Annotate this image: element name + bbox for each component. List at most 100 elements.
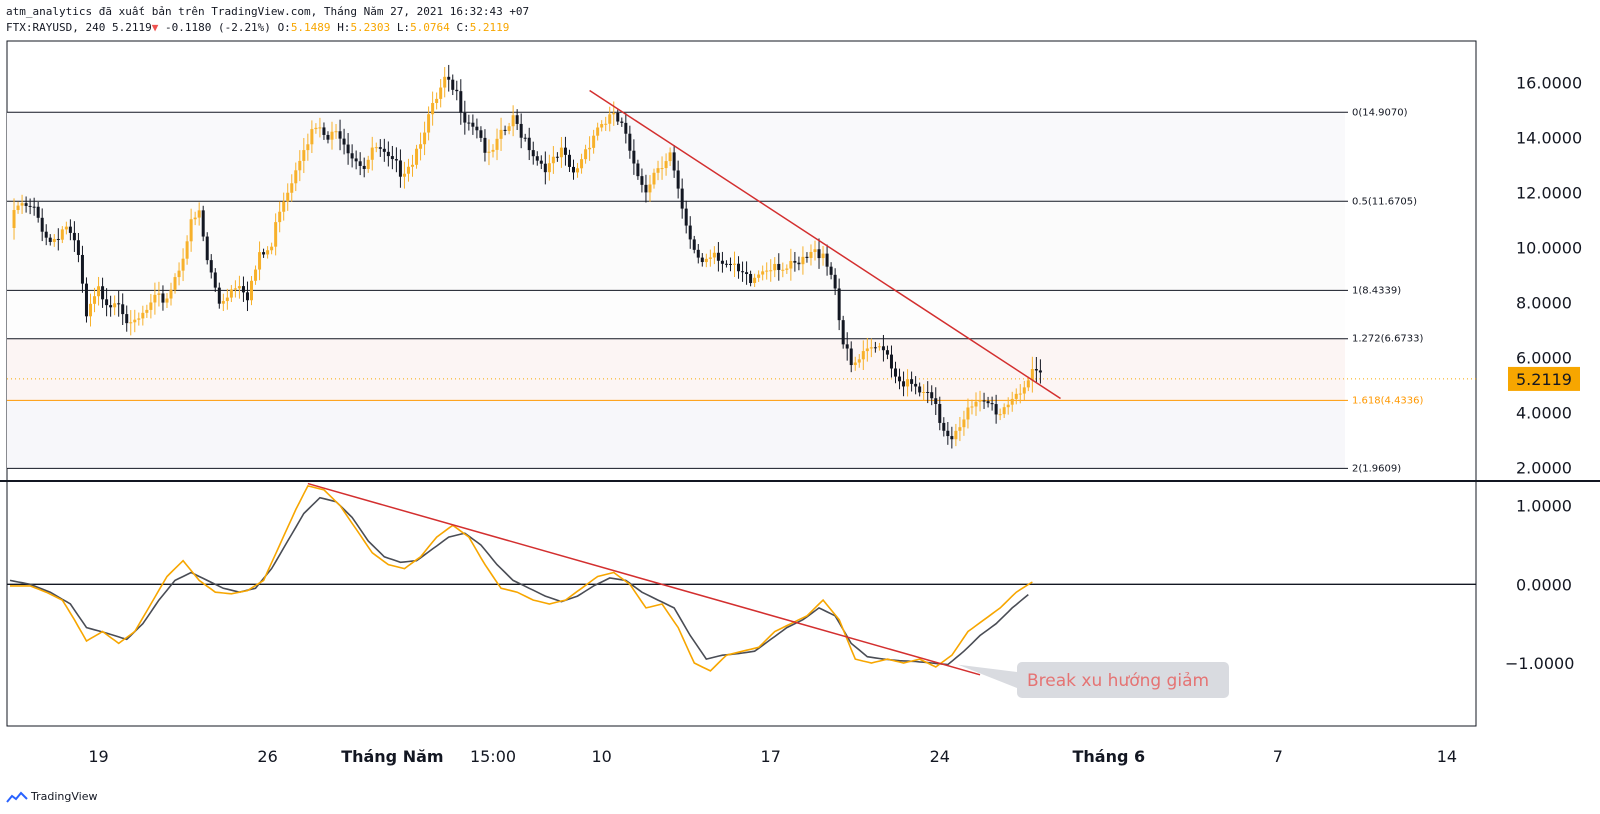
candle-body bbox=[241, 286, 245, 293]
candle-body bbox=[177, 270, 181, 278]
candle-body bbox=[330, 131, 334, 140]
candle-body bbox=[109, 305, 113, 308]
candle-body bbox=[157, 293, 161, 295]
candle-body bbox=[753, 277, 757, 283]
candle-body bbox=[632, 150, 636, 164]
candle-body bbox=[169, 289, 173, 299]
candle-body bbox=[781, 269, 785, 271]
candle-body bbox=[423, 132, 427, 145]
candle-body bbox=[390, 156, 394, 160]
candle-body bbox=[576, 168, 580, 173]
price-change: -0.1180 (-2.21%) bbox=[164, 21, 271, 34]
candle-body bbox=[668, 152, 672, 162]
candle-body bbox=[294, 170, 298, 184]
oscillator-axis-tick: −1.0000 bbox=[1505, 654, 1574, 673]
candle-body bbox=[254, 269, 258, 281]
tradingview-watermark: TradingView bbox=[6, 790, 97, 803]
candle-body bbox=[72, 232, 76, 241]
oscillator-axis-tick: 1.0000 bbox=[1516, 497, 1572, 516]
candle-body bbox=[648, 184, 652, 193]
candle-body bbox=[97, 286, 101, 297]
candle-body bbox=[1034, 369, 1038, 371]
candle-body bbox=[757, 274, 761, 278]
candle-body bbox=[1018, 393, 1022, 395]
candle-body bbox=[543, 163, 547, 173]
candle-body bbox=[885, 350, 889, 355]
candle-body bbox=[777, 263, 781, 270]
candle-body bbox=[427, 114, 431, 133]
candle-body bbox=[209, 260, 213, 273]
candle-body bbox=[745, 272, 749, 274]
oscillator-trendline bbox=[307, 482, 981, 676]
candle-body bbox=[535, 156, 539, 161]
candle-body bbox=[817, 249, 821, 259]
candle-body bbox=[419, 144, 423, 149]
candle-body bbox=[1026, 380, 1030, 388]
candle-body bbox=[559, 147, 563, 158]
candle-body bbox=[185, 241, 189, 259]
price-axis-tick: 6.0000 bbox=[1516, 348, 1572, 367]
time-axis-tick: Tháng Năm bbox=[341, 747, 443, 766]
fib-zone bbox=[7, 112, 1345, 202]
candle-body bbox=[938, 403, 942, 423]
open-value: 5.1489 bbox=[290, 21, 331, 34]
candle-body bbox=[881, 346, 885, 351]
candle-body bbox=[712, 252, 716, 258]
high-label: H: bbox=[337, 21, 351, 34]
candle-body bbox=[322, 127, 326, 135]
candle-body bbox=[258, 252, 262, 270]
candle-body bbox=[902, 381, 906, 387]
candle-body bbox=[998, 414, 1002, 416]
candle-body bbox=[946, 430, 950, 437]
time-axis-tick: 24 bbox=[930, 747, 950, 766]
candle-body bbox=[982, 400, 986, 402]
candle-body bbox=[930, 392, 934, 399]
time-axis-tick: 14 bbox=[1437, 747, 1457, 766]
candle-body bbox=[149, 302, 153, 310]
candle-body bbox=[825, 253, 829, 267]
candle-body bbox=[366, 159, 370, 169]
candle-body bbox=[954, 430, 958, 440]
candle-body bbox=[298, 160, 302, 171]
candle-body bbox=[720, 260, 724, 264]
candle-body bbox=[829, 266, 833, 275]
candle-body bbox=[394, 159, 398, 161]
candle-body bbox=[962, 419, 966, 428]
candle-body bbox=[447, 76, 451, 80]
candle-body bbox=[378, 147, 382, 149]
candle-body bbox=[217, 287, 221, 304]
candle-body bbox=[201, 210, 205, 237]
candle-body bbox=[1030, 369, 1034, 381]
candle-body bbox=[837, 288, 841, 321]
candle-body bbox=[471, 122, 475, 127]
fib-zone bbox=[7, 338, 1345, 401]
candle-body bbox=[636, 163, 640, 177]
candle-body bbox=[849, 348, 853, 366]
candle-body bbox=[121, 304, 125, 315]
candle-body bbox=[173, 277, 177, 290]
candle-body bbox=[350, 153, 354, 159]
candle-body bbox=[89, 303, 92, 317]
candle-body bbox=[592, 135, 596, 148]
candle-body bbox=[24, 203, 28, 206]
candle-body bbox=[495, 138, 499, 150]
candle-body bbox=[974, 401, 978, 407]
high-value: 5.2303 bbox=[350, 21, 391, 34]
time-axis-tick: 10 bbox=[591, 747, 611, 766]
candle-body bbox=[894, 368, 897, 377]
candle-body bbox=[580, 159, 584, 169]
candle-body bbox=[165, 298, 169, 303]
candle-body bbox=[990, 403, 994, 405]
candle-body bbox=[600, 124, 604, 128]
price-axis-tick: 2.0000 bbox=[1516, 458, 1572, 477]
candle-body bbox=[986, 401, 990, 404]
candle-body bbox=[1038, 370, 1042, 373]
candle-body bbox=[821, 253, 825, 259]
candle-body bbox=[145, 309, 149, 313]
candle-body bbox=[563, 147, 567, 155]
candle-body bbox=[1010, 398, 1014, 405]
candle-body bbox=[32, 206, 36, 208]
candle-body bbox=[898, 376, 902, 382]
time-axis-tick: 17 bbox=[761, 747, 781, 766]
